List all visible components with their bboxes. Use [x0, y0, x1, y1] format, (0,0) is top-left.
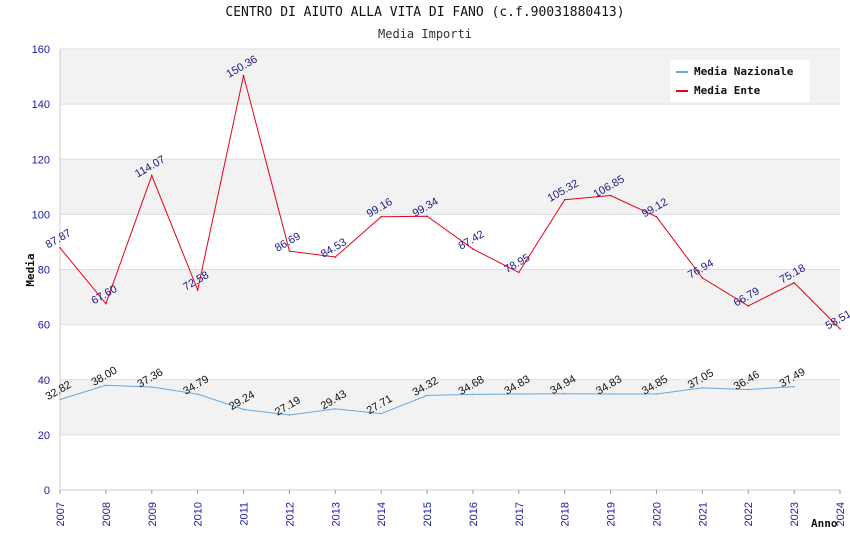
y-tick-label: 120	[32, 154, 50, 166]
legend-item-ente: Media Ente	[676, 84, 760, 97]
x-tick-label: 2019	[606, 502, 618, 526]
y-axis-title: Media	[24, 253, 37, 286]
point-ente	[747, 305, 750, 307]
chart-title: CENTRO DI AIUTO ALLA VITA DI FANO (c.f.9…	[225, 5, 625, 20]
y-tick-label: 80	[38, 265, 50, 277]
point-ente	[839, 327, 841, 330]
point-nazionale	[196, 393, 199, 395]
legend-item-nazionale: Media Nazionale	[676, 65, 793, 78]
point-ente	[655, 216, 658, 218]
point-nazionale	[518, 393, 520, 395]
y-tick-label: 160	[32, 44, 50, 56]
point-nazionale	[334, 408, 337, 410]
point-ente	[105, 302, 107, 305]
data-label-ente: 87.87	[44, 227, 74, 251]
point-ente	[609, 194, 612, 197]
x-tick-label: 2012	[284, 502, 296, 526]
point-ente	[426, 215, 428, 217]
point-nazionale	[150, 386, 153, 388]
point-nazionale	[242, 408, 245, 411]
x-tick-label: 2013	[330, 502, 342, 526]
x-tick-label: 2011	[239, 502, 251, 526]
x-tick-label: 2024	[835, 502, 847, 526]
point-nazionale	[472, 393, 474, 396]
x-tick-label: 2021	[697, 502, 709, 526]
y-tick-label: 40	[38, 375, 50, 387]
point-nazionale	[105, 384, 107, 387]
x-tick-label: 2009	[147, 502, 159, 526]
point-ente	[334, 256, 337, 258]
point-ente	[563, 198, 566, 201]
x-tick-label: 2016	[468, 502, 480, 526]
data-label-ente: 86.69	[273, 230, 303, 254]
y-tick-label: 100	[32, 209, 50, 221]
band	[60, 269, 840, 325]
point-nazionale	[59, 398, 61, 401]
y-tick-label: 140	[32, 99, 50, 111]
y-tick-label: 20	[38, 430, 50, 442]
x-axis-title: Anno	[811, 517, 838, 530]
point-ente	[150, 174, 153, 177]
point-ente	[793, 281, 795, 284]
point-ente	[59, 247, 61, 249]
x-tick-label: 2023	[789, 502, 801, 526]
x-tick-label: 2017	[514, 502, 526, 526]
point-nazionale	[380, 412, 382, 415]
legend-swatch-ente	[676, 90, 688, 92]
y-tick-label: 0	[44, 485, 50, 497]
point-nazionale	[288, 414, 291, 416]
legend-swatch-nazionale	[676, 71, 688, 73]
point-nazionale	[747, 388, 750, 391]
band	[60, 379, 840, 435]
x-tick-label: 2020	[651, 502, 663, 526]
band	[60, 159, 840, 215]
point-ente	[196, 289, 199, 291]
gridlines	[59, 48, 840, 491]
point-ente	[518, 271, 520, 274]
background-bands	[60, 49, 840, 435]
point-ente	[288, 250, 291, 252]
series-lines	[59, 74, 841, 416]
point-ente	[242, 74, 245, 77]
x-tick-label: 2018	[560, 502, 572, 526]
legend-label-ente: Media Ente	[694, 84, 761, 97]
series-line-ente	[59, 75, 841, 330]
point-ente	[701, 277, 704, 279]
chart-subtitle: Media Importi	[378, 27, 472, 41]
x-tick-label: 2007	[55, 502, 67, 526]
x-tick-label: 2022	[743, 502, 755, 526]
x-tick-label: 2015	[422, 502, 434, 526]
point-nazionale	[793, 385, 795, 388]
point-nazionale	[426, 394, 428, 397]
x-tick-label: 2008	[101, 502, 113, 526]
point-ente	[472, 248, 474, 250]
legend-label-nazionale: Media Nazionale	[694, 65, 794, 78]
point-nazionale	[609, 393, 612, 395]
legend: Media Nazionale Media Ente	[670, 60, 810, 102]
point-nazionale	[701, 387, 704, 389]
y-tick-label: 60	[38, 320, 50, 332]
x-tick-label: 2014	[376, 502, 388, 526]
x-axis-ticks: 2007 2008 2009 2010 2011 2012 2013 2014 2015 2016…	[55, 490, 847, 526]
x-tick-label: 2010	[193, 502, 205, 526]
point-ente	[380, 215, 382, 218]
point-nazionale	[563, 392, 566, 395]
y-axis-ticks: 0 20 40 60 80 100 120 140 160	[32, 44, 50, 497]
data-label-ente: 87.42	[457, 228, 487, 252]
point-nazionale	[655, 393, 658, 395]
